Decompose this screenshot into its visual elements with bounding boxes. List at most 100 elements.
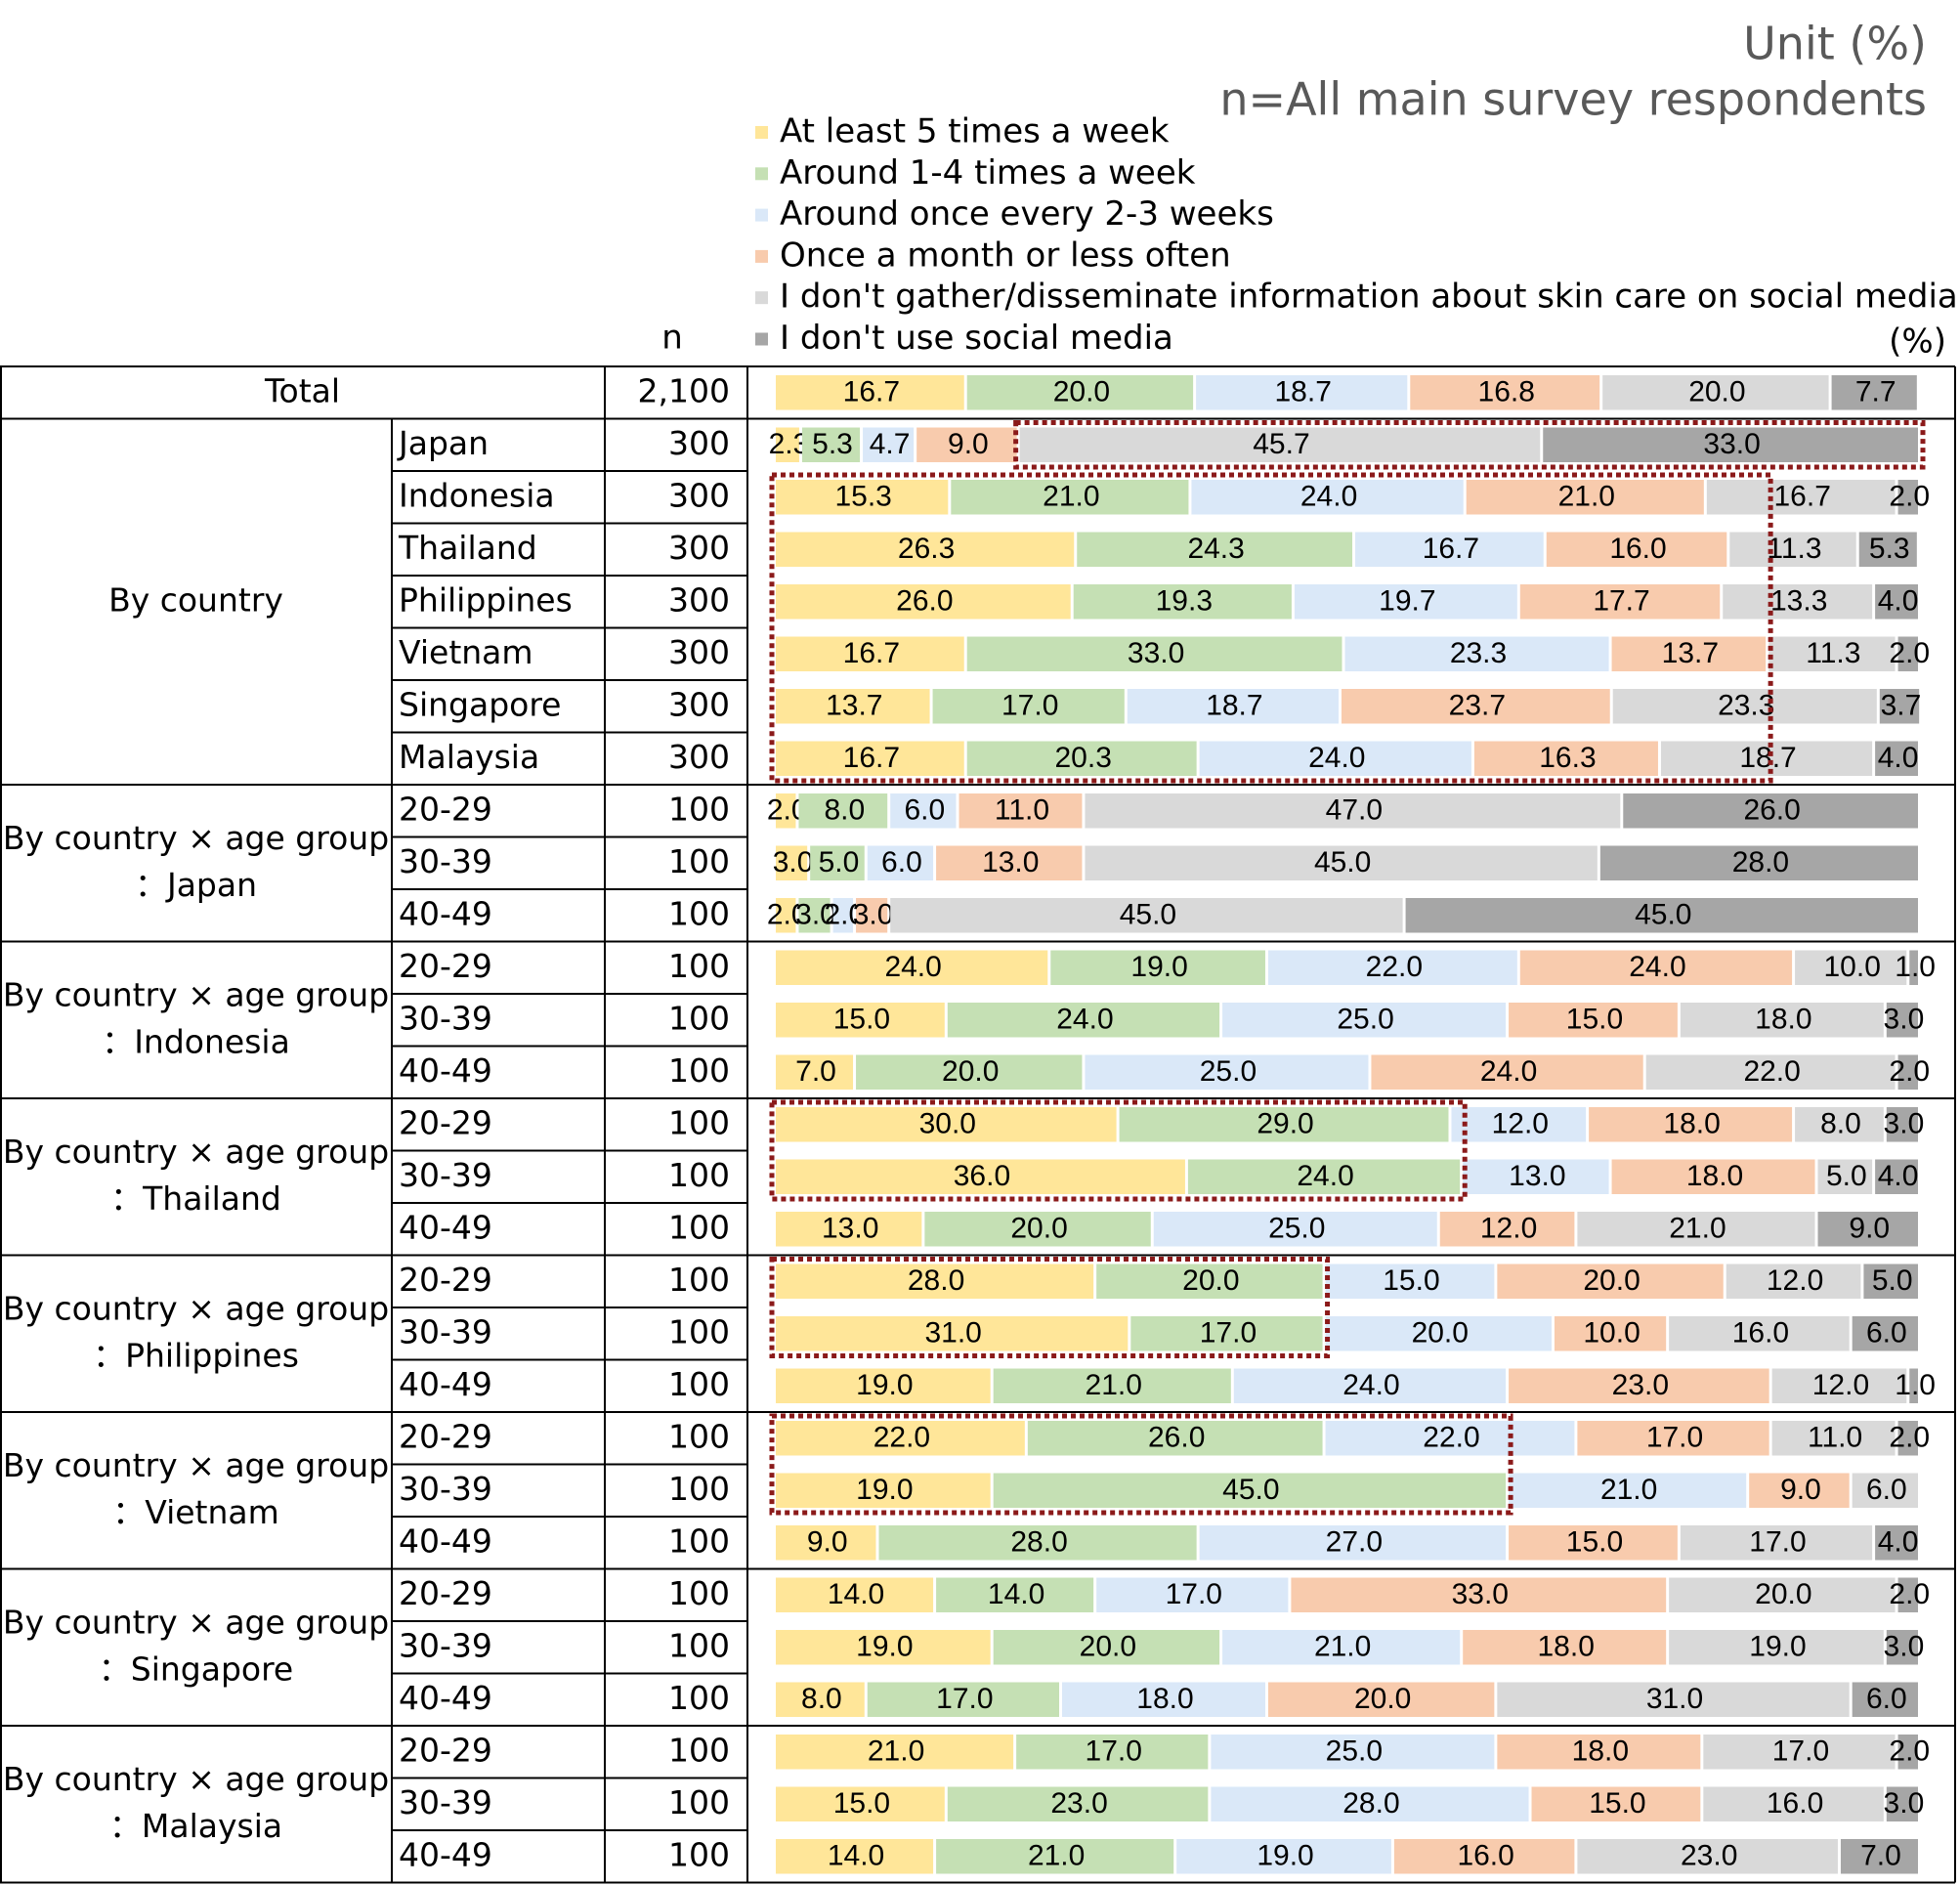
group-label: By country × age group xyxy=(3,819,389,857)
data-label: 8.0 xyxy=(824,794,865,827)
data-label: 21.0 xyxy=(1558,481,1615,513)
data-label: 17.7 xyxy=(1593,585,1649,618)
data-label: 23.7 xyxy=(1449,690,1506,722)
bar-segment xyxy=(959,793,1083,829)
data-label: 22.0 xyxy=(1366,951,1423,983)
bar-segment xyxy=(1897,636,1918,671)
bar-segment xyxy=(1096,1264,1323,1299)
bar-segment xyxy=(1222,1003,1507,1038)
row-label: 20-29 xyxy=(399,1731,492,1769)
data-label: 45.0 xyxy=(1635,899,1691,931)
data-label: 15.0 xyxy=(1566,1526,1623,1559)
data-label: 5.0 xyxy=(819,846,860,878)
data-label: 23.3 xyxy=(1450,637,1507,669)
bar-segment xyxy=(798,898,831,933)
bar-segment xyxy=(1085,1054,1369,1090)
group-label: ：Vietnam xyxy=(112,1493,279,1531)
data-label: 18.0 xyxy=(1686,1160,1743,1192)
data-label: 20.0 xyxy=(1583,1264,1640,1297)
bar-segment xyxy=(1497,1264,1724,1299)
row-label: Vietnam xyxy=(399,633,533,671)
bar-segment xyxy=(810,845,865,880)
n-value: 100 xyxy=(668,1365,730,1403)
bar-segment xyxy=(776,1159,1185,1194)
n-value: 100 xyxy=(668,947,730,985)
data-label: 24.0 xyxy=(1300,481,1357,513)
data-label: 24.0 xyxy=(884,951,941,983)
highlight-box xyxy=(769,472,1773,784)
data-label: 19.0 xyxy=(1257,1840,1313,1872)
data-label: 21.0 xyxy=(1043,481,1099,513)
data-label: 45.0 xyxy=(1222,1474,1279,1506)
bar-segment xyxy=(1669,1316,1850,1351)
data-label: 5.3 xyxy=(1869,533,1910,565)
n-value: 300 xyxy=(668,424,730,462)
legend-swatch xyxy=(755,126,768,139)
row-label: 30-39 xyxy=(399,1312,492,1350)
data-label: 7.7 xyxy=(1855,376,1896,408)
data-label: 16.0 xyxy=(1457,1840,1513,1872)
bar-segment xyxy=(1726,1264,1861,1299)
data-label: 20.0 xyxy=(1080,1631,1136,1663)
bar-segment xyxy=(890,793,957,829)
bar-segment xyxy=(1858,532,1917,567)
data-label: 17.0 xyxy=(1646,1422,1703,1454)
n-value: 100 xyxy=(668,1208,730,1246)
bar-segment xyxy=(1127,689,1339,724)
n-value: 100 xyxy=(668,1156,730,1194)
bar-segment xyxy=(1768,636,1896,671)
bar-segment xyxy=(1602,375,1829,410)
n-value: 100 xyxy=(668,1312,730,1350)
bar-segment xyxy=(1519,584,1721,620)
bar-segment xyxy=(1886,1003,1918,1038)
n-value: 100 xyxy=(668,1783,730,1821)
row-label: 20-29 xyxy=(399,790,492,828)
bar-segment xyxy=(1669,1577,1896,1612)
row-label: 30-39 xyxy=(399,1783,492,1821)
data-label: 18.7 xyxy=(1739,742,1796,774)
row-label: 30-39 xyxy=(399,999,492,1037)
data-label: 26.0 xyxy=(1148,1422,1205,1454)
data-label: 14.0 xyxy=(828,1578,884,1610)
n-value: 100 xyxy=(668,1574,730,1612)
data-label: 16.7 xyxy=(843,742,900,774)
data-label: 45.0 xyxy=(1120,899,1176,931)
bar-segment xyxy=(1669,1630,1884,1665)
data-label: 26.0 xyxy=(896,585,953,618)
data-label: 2.0 xyxy=(1889,637,1930,669)
n-value: 100 xyxy=(668,1103,730,1141)
row-label: 30-39 xyxy=(399,1156,492,1194)
data-label: 5.0 xyxy=(1872,1264,1913,1297)
data-label: 20.3 xyxy=(1054,742,1111,774)
bar-segment xyxy=(776,950,1048,985)
row-label: Thailand xyxy=(398,529,537,567)
data-label: 11.3 xyxy=(1806,637,1860,669)
bar-segment xyxy=(776,584,1071,620)
row-label: 40-49 xyxy=(399,1521,492,1560)
bar-segment xyxy=(1723,584,1873,620)
data-label: 47.0 xyxy=(1326,794,1383,827)
group-label: ：Malaysia xyxy=(109,1807,282,1845)
data-label: 24.0 xyxy=(1342,1369,1399,1401)
bar-segment xyxy=(1577,1421,1769,1456)
bar-segment xyxy=(1062,1682,1265,1717)
group-label: By country × age group xyxy=(3,975,389,1013)
data-label: 31.0 xyxy=(1646,1683,1703,1715)
bar-segment xyxy=(801,427,861,462)
data-label: 7.0 xyxy=(1860,1840,1901,1872)
data-label: 30.0 xyxy=(919,1108,976,1140)
n-value: 100 xyxy=(668,1417,730,1455)
row-label: Philippines xyxy=(399,580,573,619)
bar-segment xyxy=(1875,1159,1918,1194)
bar-segment xyxy=(1016,1735,1209,1770)
data-label: 24.0 xyxy=(1308,742,1365,774)
bar-segment xyxy=(1393,1839,1575,1874)
bar-segment xyxy=(776,1525,876,1561)
legend-label: I don't gather/disseminate information a… xyxy=(780,278,1958,317)
data-label: 25.0 xyxy=(1326,1735,1383,1768)
bar-segment xyxy=(1466,480,1704,515)
row-label: 20-29 xyxy=(399,1103,492,1141)
data-label: 17.0 xyxy=(1749,1526,1806,1559)
bar-segment xyxy=(1729,532,1856,567)
group-label: By country × age group xyxy=(3,1133,389,1171)
